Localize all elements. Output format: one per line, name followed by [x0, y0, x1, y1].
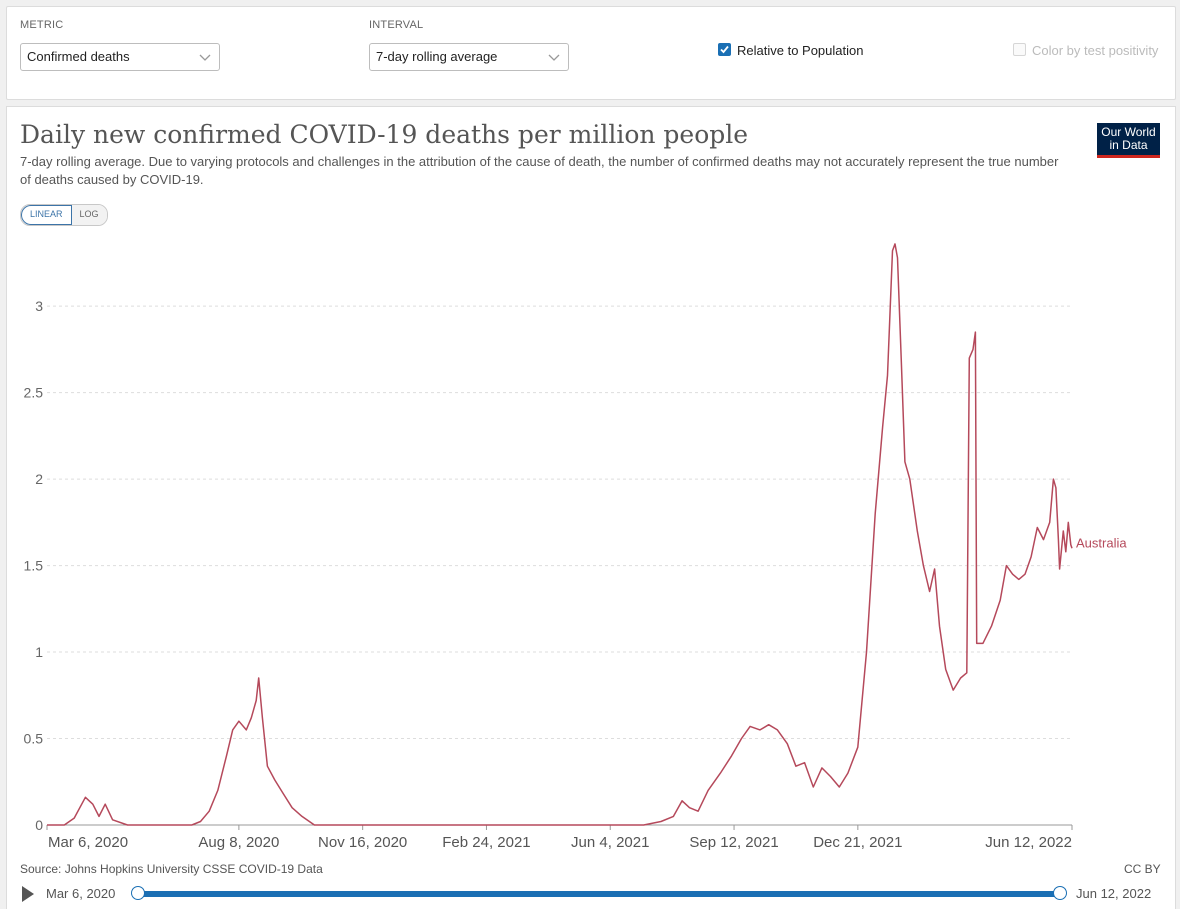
chart-subtitle: 7-day rolling average. Due to varying pr… [20, 154, 1059, 187]
play-icon[interactable] [22, 886, 34, 902]
test-positivity-checkbox[interactable] [1013, 43, 1026, 56]
timeline-end-handle[interactable] [1053, 886, 1067, 900]
x-tick-label: Sep 12, 2021 [689, 834, 778, 851]
y-tick-label: 1.5 [24, 558, 44, 574]
y-tick-label: 0.5 [24, 731, 44, 747]
series-label: Australia [1076, 535, 1127, 550]
controls-panel: METRIC Confirmed deaths INTERVAL 7-day r… [6, 6, 1176, 100]
linear-scale-button[interactable]: LINEAR [21, 205, 72, 225]
x-tick-label: Dec 21, 2021 [813, 834, 902, 851]
chevron-down-icon [199, 54, 211, 61]
chart-title: Daily new confirmed COVID-19 deaths per … [20, 120, 749, 149]
y-tick-label: 2 [35, 471, 43, 487]
y-tick-label: 0 [35, 817, 43, 833]
x-tick-label: Nov 16, 2020 [318, 834, 407, 851]
interval-select[interactable]: 7-day rolling average [369, 43, 569, 71]
x-tick-label: Aug 8, 2020 [198, 834, 279, 851]
x-tick-label: Jun 4, 2021 [571, 834, 649, 851]
relative-population-label: Relative to Population [737, 43, 864, 58]
timeline-start-handle[interactable] [131, 886, 145, 900]
checkmark-icon [720, 45, 729, 54]
x-tick-label: Mar 6, 2020 [48, 834, 128, 851]
logo-line-1: Our World [1101, 125, 1156, 139]
y-tick-label: 2.5 [24, 385, 44, 401]
metric-label: METRIC [20, 19, 64, 31]
metric-select[interactable]: Confirmed deaths [20, 43, 220, 71]
interval-label: INTERVAL [369, 19, 424, 31]
license-note[interactable]: CC BY [1124, 862, 1161, 876]
interval-value: 7-day rolling average [376, 49, 498, 64]
source-note[interactable]: Source: Johns Hopkins University CSSE CO… [20, 862, 323, 876]
timeline: Mar 6, 2020 Jun 12, 2022 [0, 880, 1180, 908]
x-tick-label: Jun 12, 2022 [985, 834, 1072, 851]
scale-toggle: LINEAR LOG [20, 204, 108, 226]
timeline-end-date: Jun 12, 2022 [1076, 886, 1152, 901]
timeline-start-date: Mar 6, 2020 [46, 886, 116, 901]
chart-card [6, 106, 1176, 909]
test-positivity-label: Color by test positivity [1032, 43, 1159, 58]
metric-value: Confirmed deaths [27, 49, 130, 64]
log-scale-button[interactable]: LOG [71, 205, 107, 225]
chevron-down-icon [548, 54, 560, 61]
x-tick-label: Feb 24, 2021 [442, 834, 530, 851]
y-tick-label: 1 [35, 644, 43, 660]
series-line-australia [47, 243, 1073, 826]
timeline-track[interactable] [138, 891, 1060, 897]
y-tick-label: 3 [35, 298, 43, 314]
owid-logo[interactable]: Our World in Data [1097, 123, 1160, 158]
logo-line-2: in Data [1109, 138, 1148, 152]
relative-population-checkbox[interactable] [718, 43, 731, 56]
